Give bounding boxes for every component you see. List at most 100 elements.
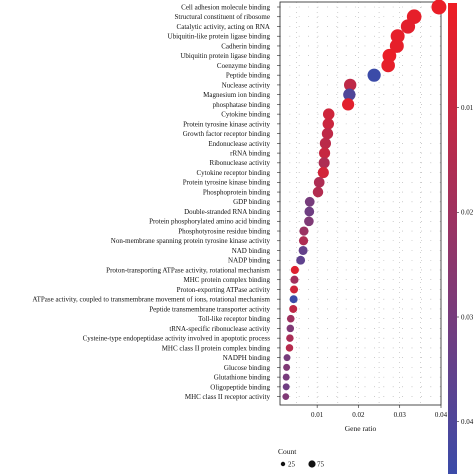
size-legend-label: 25 bbox=[288, 461, 296, 469]
category-label: Catalytic activity, acting on RNA bbox=[177, 23, 270, 31]
category-label: Cytokine binding bbox=[221, 111, 270, 119]
category-label: phosphatase binding bbox=[213, 101, 271, 109]
category-label: Ubiquitin-like protein ligase binding bbox=[168, 33, 271, 41]
category-label: MHC class II receptor activity bbox=[185, 393, 271, 401]
category-label: Peptide binding bbox=[226, 72, 271, 80]
category-label: GDP binding bbox=[233, 198, 270, 206]
x-tick-label: 0.03 bbox=[394, 411, 407, 419]
category-label: Ribonuclease activity bbox=[210, 159, 271, 167]
category-label: Magnesium ion binding bbox=[203, 91, 270, 99]
size-legend-dot bbox=[308, 460, 316, 468]
category-label: tRNA-specific ribonuclease activity bbox=[169, 325, 270, 333]
category-label: Protein phosphorylated amino acid bindin… bbox=[149, 218, 270, 226]
category-label: Glutathione binding bbox=[214, 374, 271, 382]
category-label: Cell adhesion molecule binding bbox=[181, 3, 270, 11]
data-point bbox=[304, 216, 314, 227]
data-point bbox=[289, 304, 298, 313]
data-point bbox=[290, 275, 299, 284]
category-label: Structural constituent of ribosome bbox=[175, 13, 270, 21]
category-label: MHC protein complex binding bbox=[183, 276, 270, 284]
data-point bbox=[299, 226, 309, 236]
category-label: Protein tyrosine kinase binding bbox=[183, 179, 271, 187]
x-axis-label: Gene ratio bbox=[345, 424, 377, 433]
data-point bbox=[296, 255, 306, 265]
colorbar-tick-label: 0.02 bbox=[461, 209, 474, 217]
category-label: ATPase activity, coupled to transmembran… bbox=[32, 296, 270, 304]
category-label: Phosphotyrosine residue binding bbox=[178, 227, 270, 235]
data-point bbox=[381, 58, 395, 73]
data-point bbox=[367, 68, 381, 82]
data-point bbox=[317, 167, 329, 179]
data-points bbox=[282, 0, 447, 400]
data-point bbox=[283, 354, 291, 362]
data-point bbox=[313, 177, 325, 188]
category-label: rRNA binding bbox=[230, 150, 270, 158]
data-point bbox=[282, 393, 290, 400]
size-legend: Count 25 75 bbox=[278, 447, 325, 469]
size-legend-title: Count bbox=[278, 447, 297, 456]
data-point bbox=[319, 137, 332, 149]
category-label: Endonuclease activity bbox=[208, 140, 270, 148]
data-point bbox=[389, 38, 404, 53]
data-point bbox=[285, 344, 294, 352]
category-label: Peptide transmembrane transporter activi… bbox=[149, 305, 270, 313]
data-point bbox=[322, 118, 335, 130]
colorbar: 0.01 0.02 0.03 0.04 bbox=[448, 3, 474, 474]
data-point bbox=[283, 363, 291, 371]
size-legend-label: 75 bbox=[317, 461, 325, 469]
data-point bbox=[298, 236, 309, 246]
grid bbox=[280, 2, 441, 405]
data-point bbox=[298, 245, 308, 256]
data-point bbox=[290, 265, 299, 275]
data-point bbox=[431, 0, 447, 15]
category-label: MHC class II protein complex binding bbox=[162, 344, 271, 352]
colorbar-gradient bbox=[448, 3, 457, 474]
data-point bbox=[282, 383, 290, 391]
x-tick-label: 0.01 bbox=[311, 411, 324, 419]
category-label: NAD binding bbox=[232, 247, 271, 255]
colorbar-tick-label: 0.03 bbox=[461, 313, 474, 321]
category-label: Glucose binding bbox=[224, 364, 271, 372]
data-point bbox=[343, 78, 357, 92]
x-axis-ticks: 0.01 0.02 0.03 0.04 bbox=[311, 405, 448, 419]
data-point bbox=[343, 88, 356, 101]
category-label: Cysteine-type endopeptidase activity inv… bbox=[83, 335, 271, 343]
category-labels: Cell adhesion molecule binding Structural… bbox=[32, 3, 280, 401]
category-label: Coenzyme binding bbox=[217, 62, 271, 70]
category-label: Cadherin binding bbox=[221, 42, 270, 50]
colorbar-tick-label: 0.01 bbox=[461, 104, 474, 112]
x-tick-label: 0.04 bbox=[435, 411, 448, 419]
category-label: Proton-transporting ATPase activity, rot… bbox=[106, 266, 270, 274]
category-label: Proton-exporting ATPase activity bbox=[177, 286, 271, 294]
data-point bbox=[342, 98, 355, 111]
data-point bbox=[312, 186, 324, 198]
data-point bbox=[290, 285, 299, 294]
category-label: Double-stranded RNA binding bbox=[184, 208, 270, 216]
size-legend-dot bbox=[280, 461, 286, 467]
data-point bbox=[321, 127, 334, 140]
category-label: Growth factor receptor binding bbox=[183, 130, 271, 138]
data-point bbox=[304, 206, 315, 217]
category-label: Protein tyrosine kinase activity bbox=[183, 120, 270, 128]
data-point bbox=[318, 157, 330, 169]
category-label: Nuclease activity bbox=[222, 81, 271, 89]
data-point bbox=[286, 314, 295, 323]
data-point bbox=[400, 19, 416, 34]
data-point bbox=[286, 334, 294, 342]
data-point bbox=[286, 324, 295, 333]
category-label: Toll-like receptor binding bbox=[198, 315, 270, 323]
data-point bbox=[289, 295, 298, 304]
data-point bbox=[304, 196, 315, 207]
data-point bbox=[282, 373, 290, 381]
category-label: Oligopeptide binding bbox=[210, 383, 270, 391]
colorbar-tick-label: 0.04 bbox=[461, 418, 474, 426]
category-label: Ubiquitin protein ligase binding bbox=[180, 52, 270, 60]
category-label: Phosphoprotein binding bbox=[203, 188, 271, 196]
plot-frame bbox=[279, 1, 442, 406]
data-point bbox=[322, 108, 335, 120]
category-label: NADP binding bbox=[228, 257, 270, 265]
category-label: NADPH binding bbox=[223, 354, 271, 362]
category-label: Non-membrane spanning protein tyrosine k… bbox=[111, 237, 271, 245]
data-point bbox=[319, 147, 331, 159]
